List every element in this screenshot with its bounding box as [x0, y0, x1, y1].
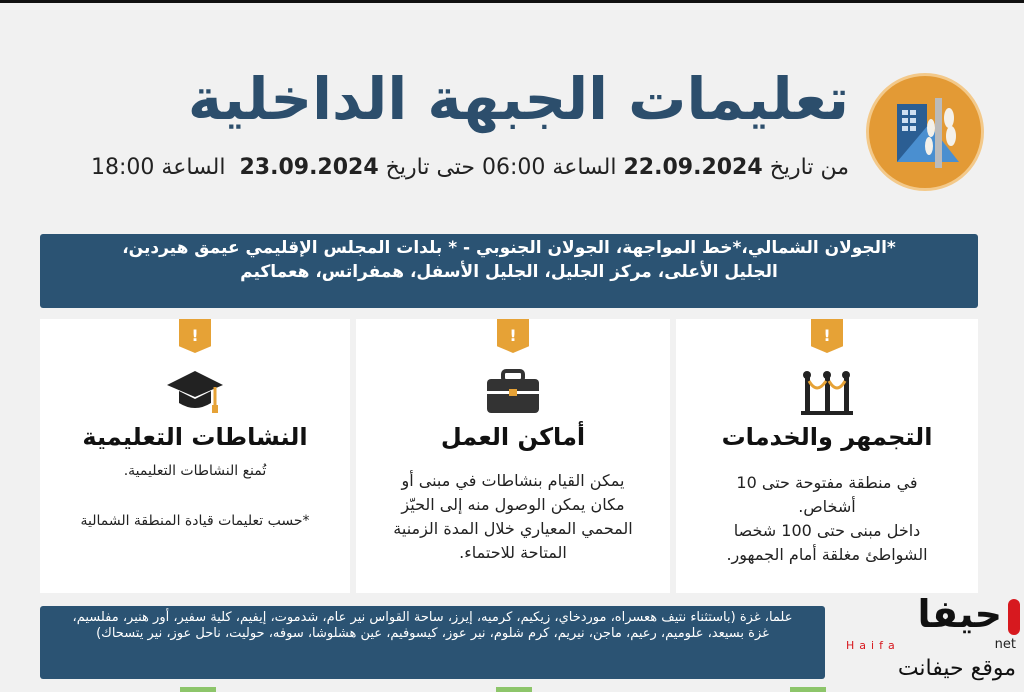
date-from: 22.09.2024: [623, 155, 763, 180]
warning-badge: !: [811, 319, 843, 353]
gaza-areas-banner: علما، غزة (باستثناء نتيف هعسراه، موردخاي…: [40, 606, 825, 679]
tab-marker: [496, 687, 532, 692]
card-education: ! النشاطات التعليمية تُمنع النشاطات التع…: [40, 319, 350, 593]
date-range: من تاريخ 22.09.2024 الساعة 06:00 حتى تار…: [91, 155, 849, 180]
card-title: النشاطات التعليمية: [82, 423, 308, 451]
date-prefix: من تاريخ: [769, 155, 849, 180]
card-line: داخل مبنى حتى 100 شخصا: [733, 521, 921, 540]
warning-badge: !: [179, 319, 211, 353]
until-label: حتى تاريخ: [385, 155, 476, 180]
stanchion-rope-icon: [801, 371, 853, 415]
haifa-net-watermark: حيفا Haifa net موقع حيفانت: [830, 592, 1024, 692]
card-line: الشواطئ مغلقة أمام الجمهور.: [726, 545, 928, 564]
areas-line: غزة بسيعد، علوميم، رعيم، ماجن، نيريم، كر…: [96, 626, 769, 641]
tab-marker: [790, 687, 826, 692]
warning-badge: !: [497, 319, 529, 353]
areas-line: علما، غزة (باستثناء نتيف هعسراه، موردخاي…: [72, 610, 793, 625]
page-title: تعليمات الجبهة الداخلية: [187, 65, 849, 133]
card-title: التجمهر والخدمات: [721, 423, 933, 451]
areas-line: *الجولان الشمالي،*خط المواجهة، الجولان ا…: [122, 238, 896, 258]
date-to: 23.09.2024: [239, 155, 379, 180]
card-gatherings: ! التجمهر والخدمات في منطقة مفتوحة حتى 1…: [676, 319, 978, 593]
areas-line: الجليل الأعلى، مركز الجليل، الجليل الأسف…: [240, 262, 778, 282]
affected-areas-banner: *الجولان الشمالي،*خط المواجهة، الجولان ا…: [40, 234, 978, 308]
home-front-command-logo-icon: [866, 73, 984, 191]
briefcase-icon: [487, 369, 539, 413]
card-workplaces: ! أماكن العمل يمكن القيام بنشاطات في مبن…: [356, 319, 670, 593]
card-line: تُمنع النشاطات التعليمية.: [123, 463, 267, 479]
time-to: 18:00: [91, 155, 155, 180]
card-note: *حسب تعليمات قيادة المنطقة الشمالية: [80, 513, 310, 529]
card-line: في منطقة مفتوحة حتى 10: [736, 473, 918, 492]
brand-red-mark: [1008, 599, 1020, 635]
card-line: المحمي المعياري خلال المدة الزمنية: [393, 519, 633, 538]
card-line: مكان يمكن الوصول منه إلى الحيّز: [401, 495, 625, 514]
card-line: يمكن القيام بنشاطات في مبنى أو: [401, 471, 625, 490]
card-line: أشخاص.: [798, 497, 856, 516]
tab-marker: [180, 687, 216, 692]
watermark-tld: net: [994, 637, 1016, 652]
watermark-site: موقع حيفانت: [897, 656, 1016, 681]
graduation-cap-icon: [167, 371, 223, 413]
card-line: المتاحة للاحتماء.: [459, 543, 567, 562]
watermark-latin: Haifa: [846, 639, 900, 652]
time-label: الساعة: [161, 155, 226, 180]
card-title: أماكن العمل: [440, 423, 586, 451]
time-from: 06:00: [482, 155, 546, 180]
watermark-brand: حيفا: [917, 592, 1002, 636]
time-label: الساعة: [552, 155, 617, 180]
